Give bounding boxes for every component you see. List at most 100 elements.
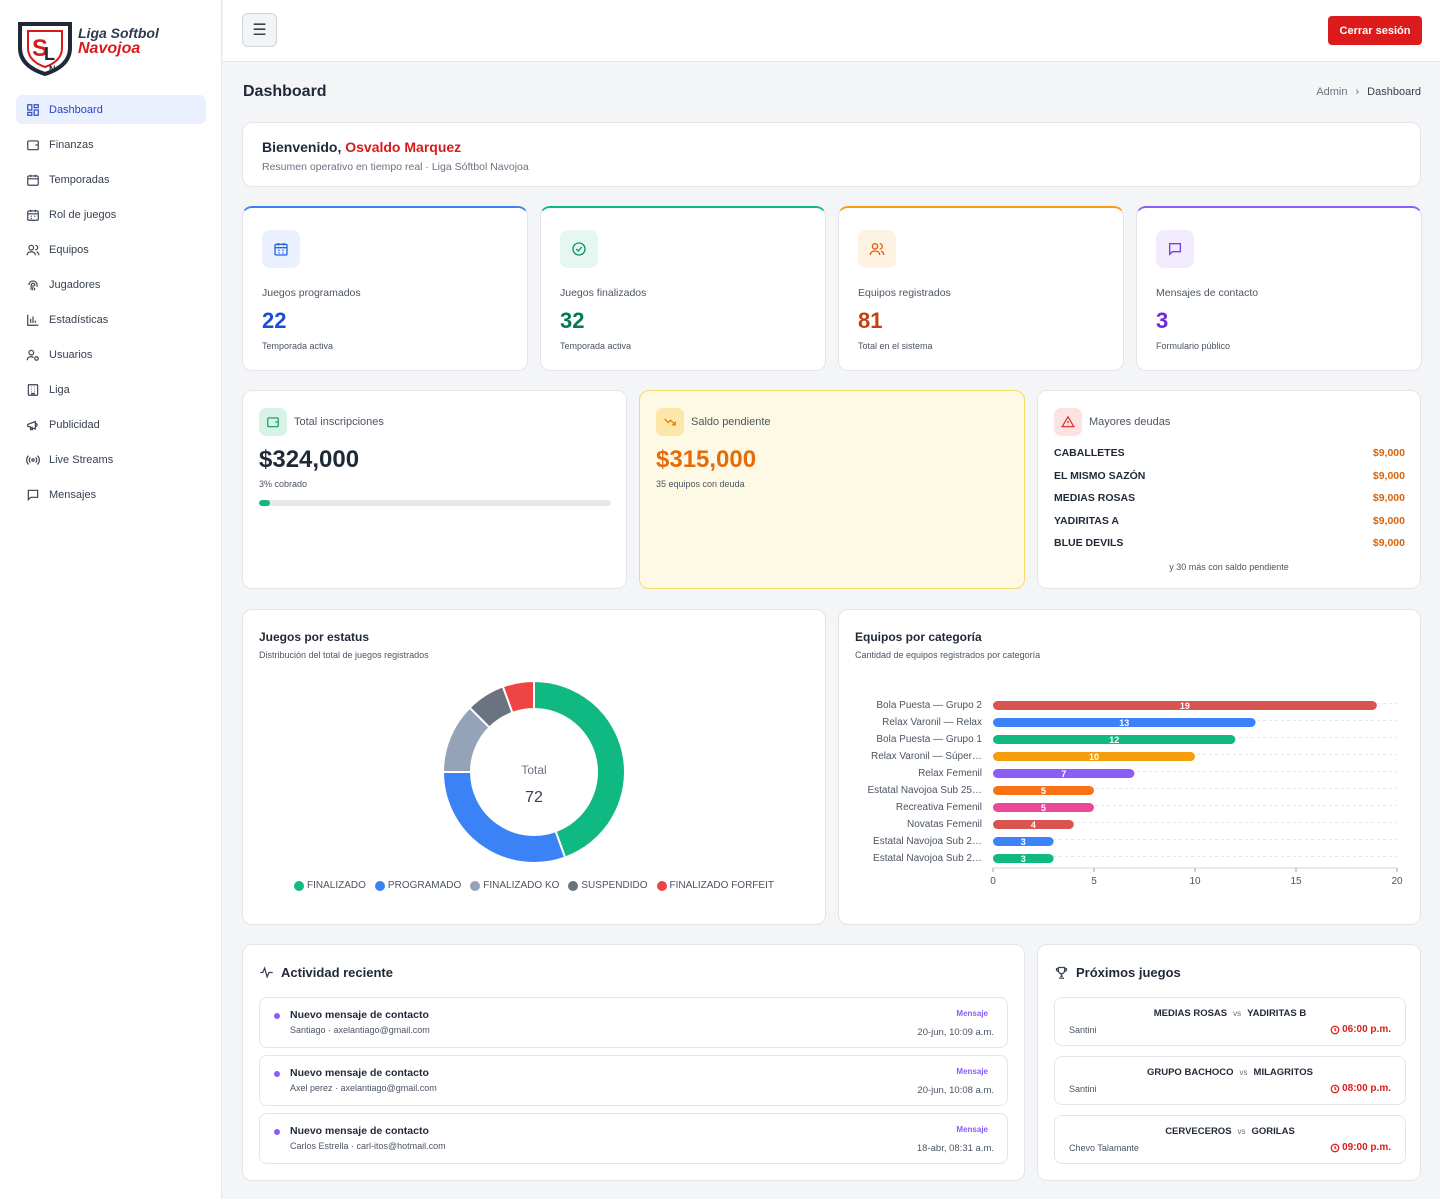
- vs-label: vs: [1237, 1127, 1246, 1136]
- sidebar-item-live-streams[interactable]: Live Streams: [16, 445, 206, 474]
- calendar-days-icon: [27, 209, 39, 221]
- x-tick-label: 5: [1091, 876, 1097, 887]
- horizontal-bar-chart: 0 5 10 15 20 Bola Puesta — Grupo 2 19 Relax Var…: [867, 700, 1403, 887]
- legend-item[interactable]: FINALIZADO: [294, 880, 366, 891]
- activity-title: Nuevo mensaje de contacto: [290, 1009, 429, 1021]
- activity-date: 20-jun, 10:08 a.m.: [917, 1085, 994, 1096]
- stat-value: 3: [1156, 308, 1169, 333]
- bar[interactable]: [993, 701, 1377, 710]
- sidebar-item-publicidad[interactable]: Publicidad: [16, 410, 206, 439]
- logo-line-1: Liga Softbol: [78, 25, 159, 41]
- sidebar-item-estadisticas[interactable]: Estadísticas: [16, 305, 206, 334]
- sidebar-item-rol-de-juegos[interactable]: Rol de juegos: [16, 200, 206, 229]
- x-tick-label: 15: [1290, 876, 1302, 887]
- activity-item[interactable]: Nuevo mensaje de contacto Carlos Estrell…: [259, 1113, 1008, 1164]
- donut-slice[interactable]: [501, 679, 535, 715]
- sidebar-item-finanzas[interactable]: Finanzas: [16, 130, 206, 159]
- legend-item[interactable]: FINALIZADO FORFEIT: [656, 880, 774, 891]
- logo-line-2: Navojoa: [78, 40, 141, 57]
- bar-value-label: 12: [1109, 735, 1119, 745]
- alert-triangle-icon: [1054, 408, 1082, 436]
- bar[interactable]: [993, 752, 1195, 761]
- league-logo[interactable]: S L N Liga Softbol Navojoa: [16, 18, 206, 78]
- card-label: Mayores deudas: [1089, 416, 1171, 428]
- welcome-greeting: Bienvenido,: [262, 139, 346, 155]
- donut-slice[interactable]: [533, 679, 626, 859]
- breadcrumb-admin[interactable]: Admin: [1316, 86, 1348, 98]
- bar[interactable]: [993, 803, 1094, 812]
- x-tick-label: 10: [1189, 876, 1201, 887]
- hamburger-icon: ☰: [252, 22, 267, 39]
- bar-value-label: 5: [1041, 803, 1046, 813]
- sidebar-item-equipos[interactable]: Equipos: [16, 235, 206, 264]
- legend-item[interactable]: FINALIZADO KO: [470, 880, 559, 891]
- page-title: Dashboard: [243, 83, 327, 100]
- y-tick-label: Relax Varonil — Relax: [882, 717, 982, 728]
- sidebar-item-dashboard[interactable]: Dashboard: [16, 95, 206, 124]
- section-title: Actividad reciente: [259, 965, 393, 980]
- activity-tag: Mensaje: [956, 1125, 988, 1134]
- debt-amount: $9,000: [1372, 447, 1405, 459]
- menu-toggle-button[interactable]: ☰: [242, 13, 277, 47]
- welcome-heading: Bienvenido, Osvaldo Marquez: [262, 139, 461, 155]
- bar-value-label: 4: [1031, 820, 1036, 830]
- bar-value-label: 3: [1021, 837, 1026, 847]
- logout-button[interactable]: Cerrar sesión: [1328, 16, 1422, 45]
- bar[interactable]: [993, 735, 1236, 744]
- legend-swatch: [656, 880, 667, 891]
- user-cog-icon: [26, 349, 39, 361]
- vs-label: vs: [1239, 1068, 1248, 1077]
- stat-card-equipos: Equipos registrados 81 Total en el siste…: [838, 206, 1124, 371]
- game-venue: Chevo Talamante: [1069, 1143, 1139, 1153]
- activity-date: 18-abr, 08:31 a.m.: [916, 1143, 994, 1154]
- trophy-icon: [1055, 966, 1068, 979]
- stat-sub: Formulario público: [1156, 341, 1231, 351]
- debt-team: BLUE DEVILS: [1054, 537, 1124, 549]
- bar[interactable]: [993, 837, 1054, 846]
- debt-row: MEDIAS ROSAS $9,000: [1054, 492, 1405, 504]
- card-label: Total inscripciones: [294, 416, 384, 428]
- sidebar-item-liga[interactable]: Liga: [16, 375, 206, 404]
- activity-dot: [274, 1129, 280, 1135]
- activity-item[interactable]: Nuevo mensaje de contacto Santiago · axe…: [259, 997, 1008, 1048]
- y-tick-label: Relax Femenil: [918, 768, 982, 779]
- saldo-pendiente-card: Saldo pendiente $315,000 35 equipos con …: [639, 390, 1025, 589]
- game-item[interactable]: CERVECEROS vs GORILAS Chevo Talamante 09:0…: [1054, 1115, 1406, 1164]
- sidebar-item-jugadores[interactable]: Jugadores: [16, 270, 206, 299]
- game-venue: Santini: [1069, 1084, 1097, 1094]
- away-team: MILAGRITOS: [1253, 1067, 1314, 1078]
- bar[interactable]: [993, 769, 1135, 778]
- home-team: CERVECEROS: [1165, 1126, 1232, 1137]
- game-item[interactable]: GRUPO BACHOCO vs MILAGRITOS Santini 08:00 …: [1054, 1056, 1406, 1105]
- legend-item[interactable]: SUSPENDIDO: [568, 880, 648, 891]
- sidebar-item-mensajes[interactable]: Mensajes: [16, 480, 206, 509]
- donut-slice[interactable]: [441, 771, 567, 864]
- home-team: GRUPO BACHOCO: [1146, 1067, 1234, 1078]
- legend-swatch: [568, 880, 579, 891]
- stat-label: Equipos registrados: [858, 287, 951, 299]
- bar-value-label: 7: [1061, 769, 1066, 779]
- bar-chart-icon: [27, 314, 39, 326]
- clock-icon: [1330, 1084, 1340, 1093]
- bar[interactable]: [993, 718, 1256, 727]
- bar[interactable]: [993, 786, 1094, 795]
- activity-sub: Santiago · axelantiago@gmail.com: [290, 1025, 430, 1035]
- sidebar-item-label: Mensajes: [49, 488, 97, 501]
- matchup: MEDIAS ROSAS vs YADIRITAS B: [1055, 1008, 1405, 1019]
- sidebar-item-usuarios[interactable]: Usuarios: [16, 340, 206, 369]
- legend-item[interactable]: PROGRAMADO: [374, 880, 461, 891]
- bar[interactable]: [993, 820, 1074, 829]
- actividad-reciente-card: Actividad reciente Nuevo mensaje de cont…: [242, 944, 1025, 1181]
- activity-date: 20-jun, 10:09 a.m.: [917, 1027, 994, 1038]
- game-item[interactable]: MEDIAS ROSAS vs YADIRITAS B Santini 06:00 …: [1054, 997, 1406, 1046]
- chart-title: Juegos por estatus: [259, 630, 370, 644]
- juegos-por-estatus-card: Juegos por estatus Distribución del tota…: [242, 609, 826, 925]
- fingerprint-icon: [28, 279, 38, 291]
- activity-item[interactable]: Nuevo mensaje de contacto Axel perez · a…: [259, 1055, 1008, 1106]
- x-tick-label: 20: [1391, 876, 1403, 887]
- legend-swatch: [294, 880, 305, 891]
- sidebar-item-temporadas[interactable]: Temporadas: [16, 165, 206, 194]
- bar-value-label: 5: [1041, 786, 1046, 796]
- radio-icon: [26, 454, 40, 465]
- bar[interactable]: [993, 854, 1054, 863]
